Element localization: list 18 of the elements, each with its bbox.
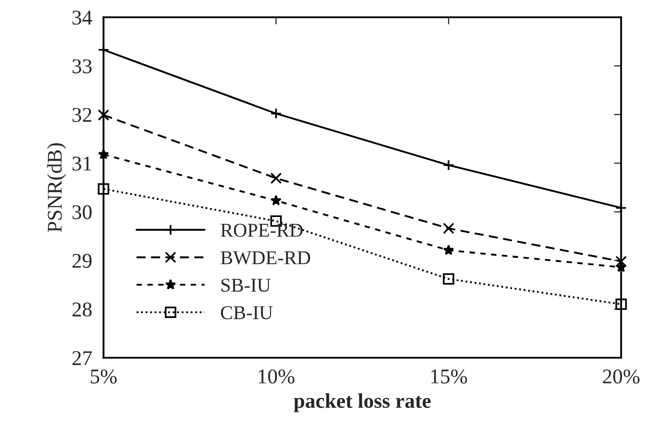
legend-label: SB-IU [221,278,271,292]
y-axis-title: PSNR(dB) [47,143,66,232]
legend-label: CB-IU [220,306,273,320]
y-tick-label: 34 [72,10,92,25]
x-tick-label: 10% [258,369,294,384]
y-tick-label: 29 [72,254,92,268]
legend-label: BWDE-RD [220,251,310,264]
x-tick-label: 5% [90,369,117,384]
y-tick-label: 33 [72,59,92,74]
y-tick-label: 30 [72,205,92,220]
y-tick-label: 28 [72,302,92,317]
x-axis-title: packet loss rate [294,393,431,412]
legend-label: ROPE-RD [220,224,303,237]
y-tick-label: 31 [72,156,92,171]
y-tick-label: 27 [72,351,92,365]
x-tick-label: 20% [602,369,640,384]
x-tick-label: 15% [431,369,467,384]
y-tick-label: 32 [72,108,92,122]
